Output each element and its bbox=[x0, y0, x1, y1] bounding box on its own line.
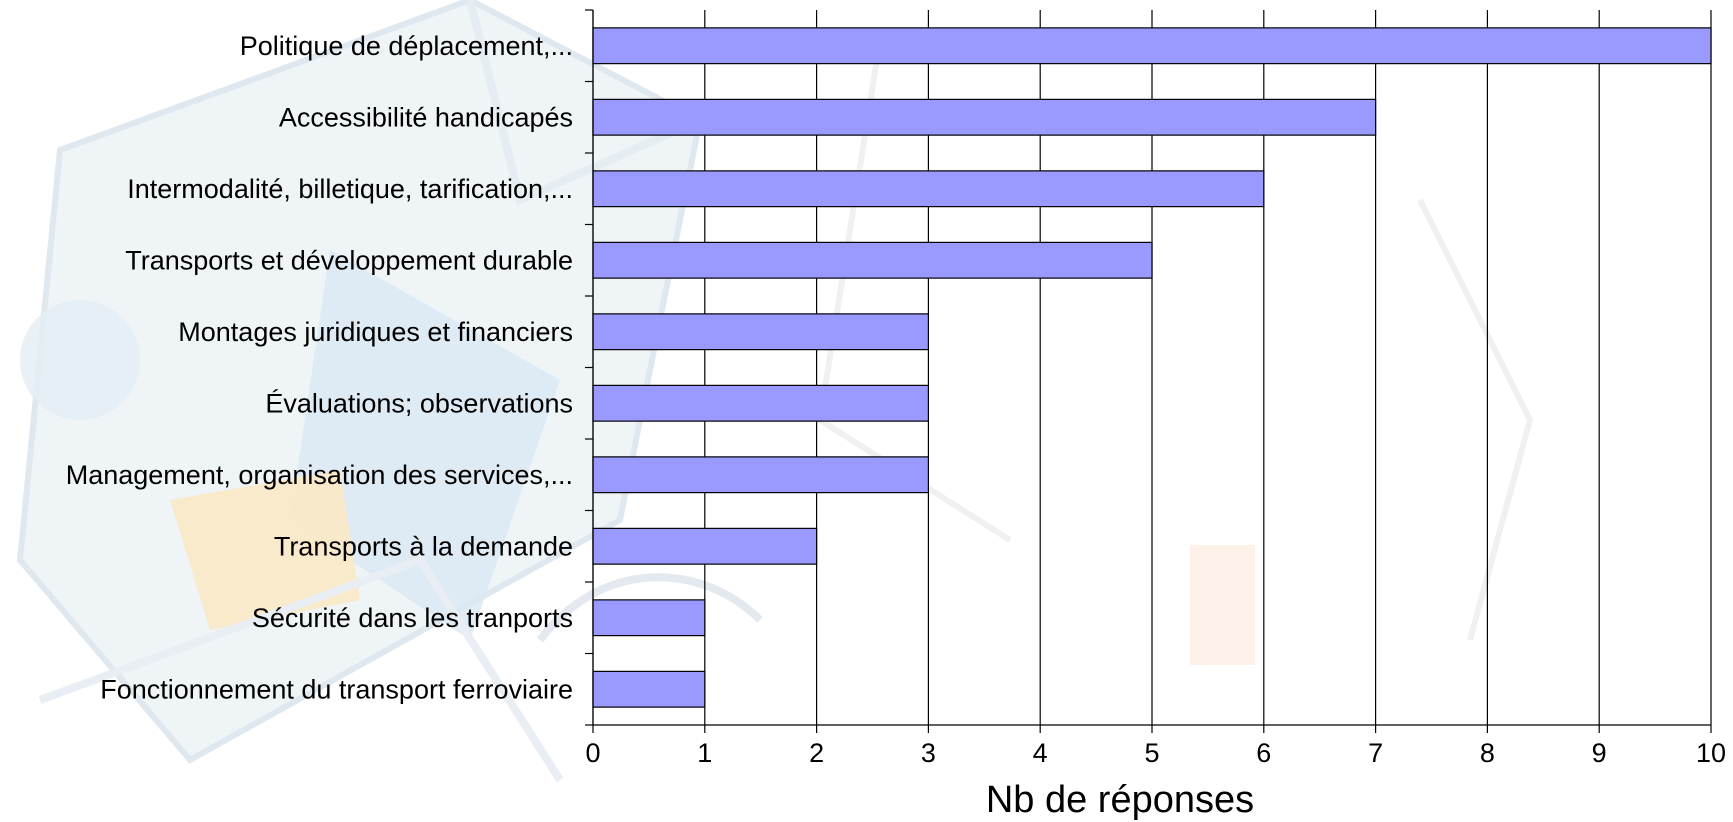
x-tick-labels: 0 1 2 3 4 5 6 7 8 9 10 bbox=[585, 738, 1726, 768]
x-tick-label-7: 7 bbox=[1368, 738, 1383, 768]
bars bbox=[592, 27, 1712, 708]
bar-10 bbox=[592, 670, 706, 708]
x-tick-label-8: 8 bbox=[1480, 738, 1495, 768]
bar-5 bbox=[592, 313, 929, 351]
x-tick-label-4: 4 bbox=[1033, 738, 1048, 768]
bar-3 bbox=[592, 170, 1265, 208]
x-tick-label-10: 10 bbox=[1696, 738, 1726, 768]
category-label-7: Management, organisation des services,..… bbox=[66, 460, 573, 490]
category-label-2: Accessibilité handicapés bbox=[279, 102, 573, 132]
x-axis-title: Nb de réponses bbox=[986, 779, 1254, 821]
category-label-8: Transports à la demande bbox=[274, 531, 573, 561]
x-tick-label-5: 5 bbox=[1144, 738, 1159, 768]
category-label-4: Transports et développement durable bbox=[125, 245, 573, 275]
category-label-9: Sécurité dans les tranports bbox=[252, 603, 573, 633]
category-label-6: Évaluations; observations bbox=[265, 388, 573, 418]
x-tick-label-3: 3 bbox=[921, 738, 936, 768]
category-label-1: Politique de déplacement,... bbox=[240, 31, 573, 61]
category-labels: Politique de déplacement,... Accessibilit… bbox=[66, 31, 573, 705]
bar-9 bbox=[592, 599, 706, 637]
category-label-10: Fonctionnement du transport ferroviaire bbox=[100, 674, 573, 704]
x-tick-label-6: 6 bbox=[1256, 738, 1271, 768]
category-label-3: Intermodalité, billetique, tarification,… bbox=[127, 174, 573, 204]
x-tick-label-0: 0 bbox=[585, 738, 600, 768]
bar-7 bbox=[592, 456, 929, 494]
x-tick-label-2: 2 bbox=[809, 738, 824, 768]
bar-4 bbox=[592, 241, 1153, 279]
axes bbox=[585, 9, 1711, 726]
bar-6 bbox=[592, 384, 929, 422]
bar-8 bbox=[592, 527, 818, 565]
category-label-5: Montages juridiques et financiers bbox=[178, 317, 573, 347]
x-tick-label-1: 1 bbox=[697, 738, 712, 768]
x-tick-label-9: 9 bbox=[1592, 738, 1607, 768]
bar-2 bbox=[592, 98, 1377, 136]
bar-1 bbox=[592, 27, 1712, 65]
